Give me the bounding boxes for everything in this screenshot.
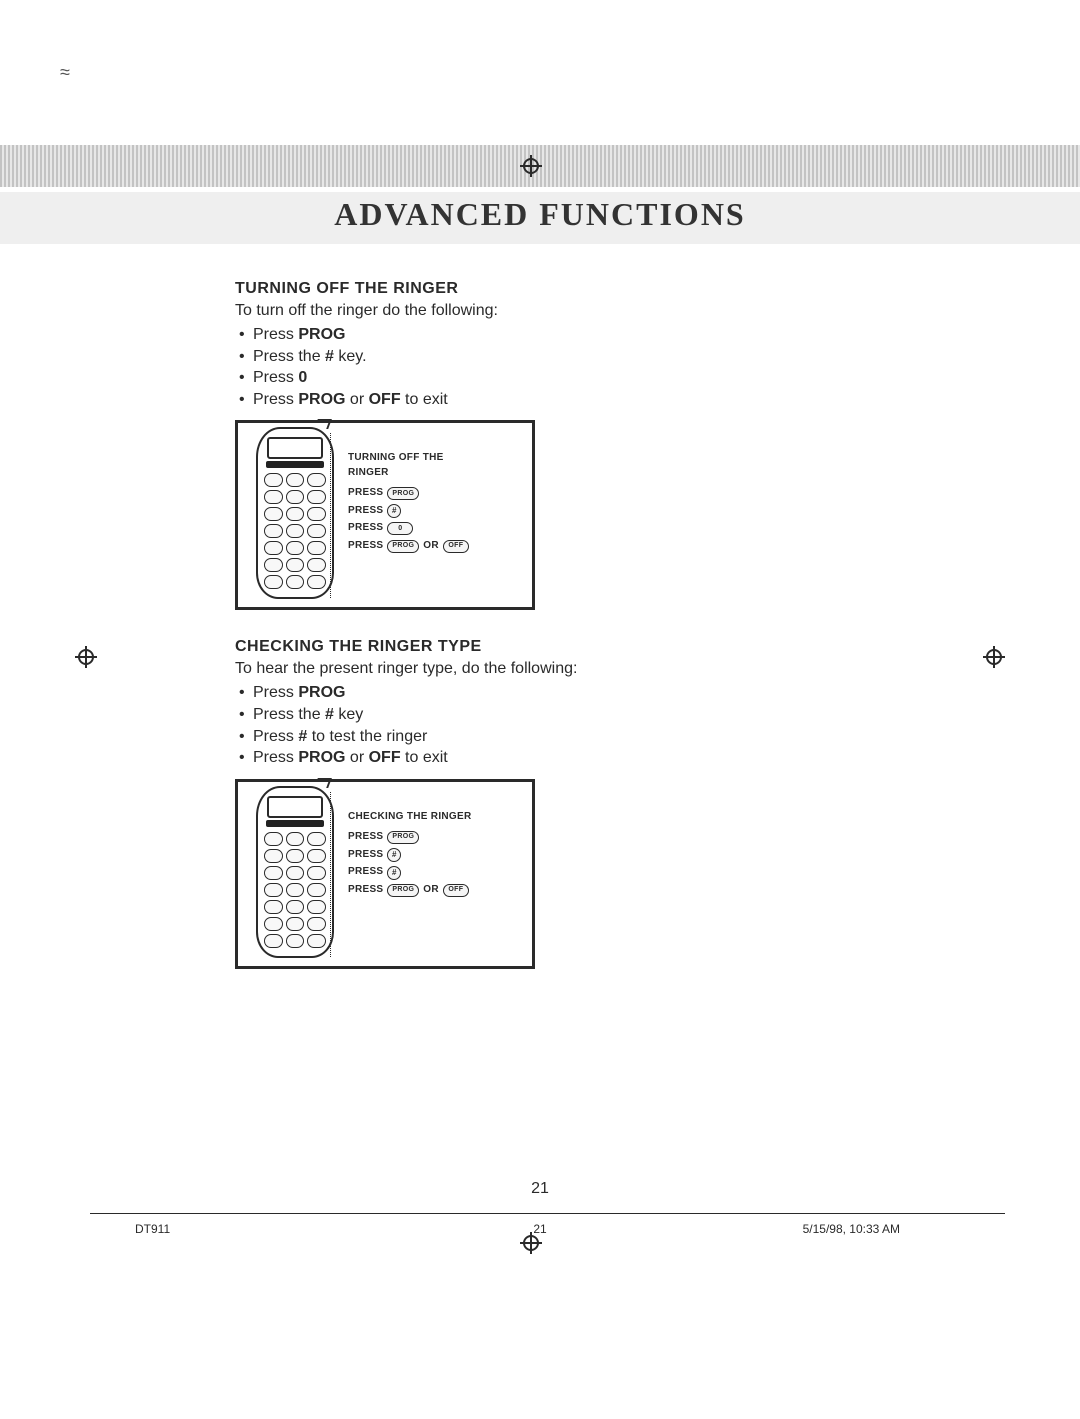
phone-graphic: [248, 780, 343, 964]
phone-key-icon: [286, 883, 305, 897]
key-icon: 0: [387, 522, 413, 535]
phone-key-icon: [307, 473, 326, 487]
phone-key-icon: [286, 507, 305, 521]
section1-heading: TURNING OFF THE RINGER: [235, 280, 735, 298]
phone-key-icon: [307, 832, 326, 846]
phone-key-icon: [264, 558, 283, 572]
registration-mark-icon: [983, 646, 1005, 668]
phone-key-icon: [286, 541, 305, 555]
step-item: Press PROG or OFF to exit: [235, 747, 735, 769]
illus-title: CHECKING THE RINGER: [348, 810, 471, 825]
section2-illustration: CHECKING THE RINGER PRESSPROG PRESS# PRESS…: [235, 779, 535, 969]
phone-key-icon: [307, 575, 326, 589]
phone-key-icon: [307, 558, 326, 572]
phone-key-icon: [307, 934, 326, 948]
phone-key-icon: [286, 832, 305, 846]
banner-title: ADVANCED FUNCTIONS: [0, 196, 1080, 233]
phone-key-icon: [307, 900, 326, 914]
phone-key-icon: [264, 849, 283, 863]
illus-row: PRESS#: [348, 865, 471, 880]
phone-key-icon: [264, 524, 283, 538]
phone-key-icon: [286, 866, 305, 880]
footer-rule: [90, 1213, 1005, 1214]
key-icon: #: [387, 848, 401, 862]
phone-key-icon: [307, 541, 326, 555]
illus-row: PRESS#: [348, 504, 469, 519]
key-icon: PROG: [387, 831, 419, 844]
illus-row: PRESS0: [348, 521, 469, 536]
phone-key-icon: [264, 900, 283, 914]
key-icon: PROG: [387, 540, 419, 553]
key-icon: OFF: [443, 540, 469, 553]
phone-key-icon: [286, 524, 305, 538]
phone-key-icon: [307, 883, 326, 897]
step-item: Press PROG or OFF to exit: [235, 389, 735, 411]
key-icon: OFF: [443, 884, 469, 897]
section1-intro: To turn off the ringer do the following:: [235, 302, 735, 320]
illus-row: PRESSPROGOROFF: [348, 539, 469, 554]
illus-title: TURNING OFF THE: [348, 451, 469, 466]
phone-key-icon: [307, 849, 326, 863]
section1-illus-text: TURNING OFF THE RINGER PRESSPROG PRESS# PR…: [348, 451, 469, 556]
key-icon: PROG: [387, 487, 419, 500]
step-item: Press the # key.: [235, 346, 735, 368]
step-item: Press the # key: [235, 704, 735, 726]
phone-key-icon: [264, 507, 283, 521]
key-icon: PROG: [387, 884, 419, 897]
illus-title: RINGER: [348, 466, 469, 481]
phone-key-icon: [264, 866, 283, 880]
illus-row: PRESSPROG: [348, 486, 469, 501]
registration-mark-icon: [520, 155, 542, 177]
illus-row: PRESSPROG: [348, 830, 471, 845]
illus-row: PRESSPROGOROFF: [348, 883, 471, 898]
phone-key-icon: [264, 934, 283, 948]
phone-key-icon: [286, 575, 305, 589]
section1-illustration: TURNING OFF THE RINGER PRESSPROG PRESS# PR…: [235, 420, 535, 610]
phone-key-icon: [264, 575, 283, 589]
step-item: Press PROG: [235, 682, 735, 704]
scan-artifact: ≈: [60, 62, 70, 83]
phone-key-icon: [307, 917, 326, 931]
phone-key-icon: [264, 883, 283, 897]
manual-page: ≈ ADVANCED FUNCTIONS TURNING OFF THE RIN…: [0, 0, 1080, 1419]
phone-key-icon: [286, 473, 305, 487]
section2-illus-text: CHECKING THE RINGER PRESSPROG PRESS# PRESS…: [348, 810, 471, 901]
step-item: Press # to test the ringer: [235, 726, 735, 748]
key-icon: #: [387, 866, 401, 880]
section2-heading: CHECKING THE RINGER TYPE: [235, 638, 735, 656]
phone-key-icon: [264, 832, 283, 846]
footer-datetime: 5/15/98, 10:33 AM: [803, 1222, 900, 1236]
key-icon: #: [387, 504, 401, 518]
step-item: Press PROG: [235, 324, 735, 346]
phone-graphic: [248, 421, 343, 605]
phone-key-icon: [286, 900, 305, 914]
phone-key-icon: [264, 490, 283, 504]
section2-intro: To hear the present ringer type, do the …: [235, 660, 735, 678]
phone-key-icon: [264, 917, 283, 931]
registration-mark-icon: [75, 646, 97, 668]
page-number: 21: [0, 1180, 1080, 1198]
phone-key-icon: [286, 849, 305, 863]
phone-key-icon: [307, 507, 326, 521]
content-column: TURNING OFF THE RINGER To turn off the r…: [235, 280, 735, 997]
phone-key-icon: [307, 524, 326, 538]
phone-key-icon: [264, 541, 283, 555]
section2-steps: Press PROGPress the # keyPress # to test…: [235, 682, 735, 768]
phone-key-icon: [286, 558, 305, 572]
phone-key-icon: [286, 917, 305, 931]
phone-key-icon: [286, 490, 305, 504]
footer-page-small: 21: [0, 1222, 1080, 1236]
illus-row: PRESS#: [348, 848, 471, 863]
phone-key-icon: [307, 866, 326, 880]
phone-key-icon: [264, 473, 283, 487]
phone-key-icon: [286, 934, 305, 948]
phone-key-icon: [307, 490, 326, 504]
section1-steps: Press PROGPress the # key.Press 0Press P…: [235, 324, 735, 410]
step-item: Press 0: [235, 367, 735, 389]
